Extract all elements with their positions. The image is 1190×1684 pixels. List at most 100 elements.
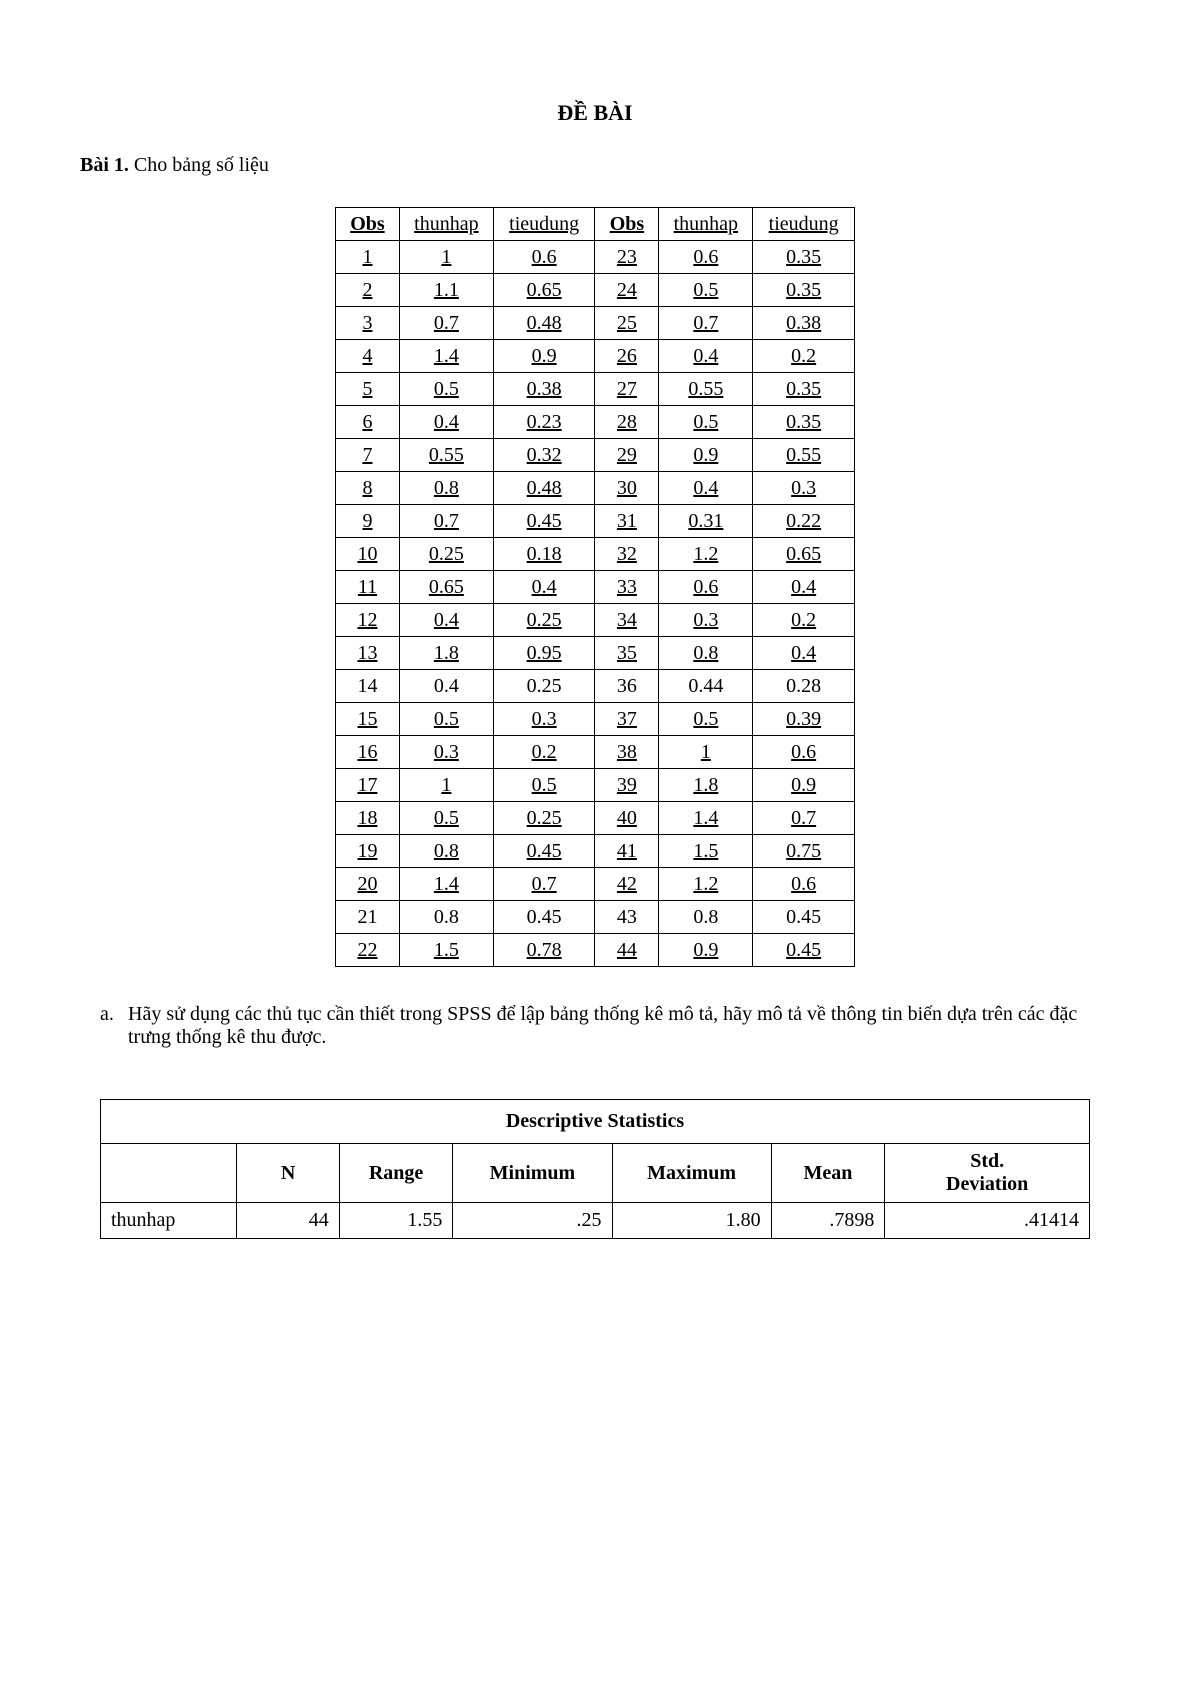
data-cell: 0.8 [399, 472, 493, 505]
table-row: 41.40.9260.40.2 [336, 340, 855, 373]
data-cell: 0.7 [753, 802, 855, 835]
stats-header-cell: Range [339, 1144, 453, 1203]
table-row: 110.650.4330.60.4 [336, 571, 855, 604]
data-cell: 39 [595, 769, 659, 802]
table-row: 21.10.65240.50.35 [336, 274, 855, 307]
stats-header-cell: Std.Deviation [885, 1144, 1090, 1203]
data-cell: 0.6 [493, 241, 595, 274]
page-title: ĐỀ BÀI [80, 100, 1110, 126]
data-cell: 1.8 [659, 769, 753, 802]
data-cell: 0.6 [753, 868, 855, 901]
data-cell: 0.22 [753, 505, 855, 538]
data-cell: 6 [336, 406, 400, 439]
data-cell: 0.25 [493, 604, 595, 637]
data-cell: 1.4 [659, 802, 753, 835]
data-cell: 42 [595, 868, 659, 901]
data-cell: 0.65 [493, 274, 595, 307]
data-cell: 0.3 [659, 604, 753, 637]
table-row: 180.50.25401.40.7 [336, 802, 855, 835]
table-row: 1710.5391.80.9 [336, 769, 855, 802]
stats-header-cell: Minimum [453, 1144, 612, 1203]
data-cell: 0.78 [493, 934, 595, 967]
data-cell: 0.9 [753, 769, 855, 802]
data-cell: 0.5 [659, 703, 753, 736]
data-cell: 29 [595, 439, 659, 472]
data-cell: 9 [336, 505, 400, 538]
descriptive-stats-table: Descriptive Statistics NRangeMinimumMaxi… [100, 1099, 1090, 1239]
data-cell: 0.25 [493, 802, 595, 835]
data-cell: 20 [336, 868, 400, 901]
stats-data-cell: 1.80 [612, 1203, 771, 1239]
data-cell: 0.55 [753, 439, 855, 472]
question-text: Hãy sử dụng các thủ tục cần thiết trong … [128, 1003, 1090, 1049]
data-cell: 0.75 [753, 835, 855, 868]
table-row: 150.50.3370.50.39 [336, 703, 855, 736]
table-row: 100.250.18321.20.65 [336, 538, 855, 571]
data-cell: 1.4 [399, 868, 493, 901]
data-cell: 14 [336, 670, 400, 703]
data-cell: 27 [595, 373, 659, 406]
table-row: 221.50.78440.90.45 [336, 934, 855, 967]
data-cell: 0.18 [493, 538, 595, 571]
question-a: a. Hãy sử dụng các thủ tục cần thiết tro… [100, 1003, 1110, 1049]
data-cell: 0.6 [753, 736, 855, 769]
data-cell: 0.5 [493, 769, 595, 802]
data-cell: 0.4 [399, 670, 493, 703]
stats-header-row: NRangeMinimumMaximumMeanStd.Deviation [101, 1144, 1090, 1203]
data-cell: 0.4 [399, 604, 493, 637]
stats-data-row: thunhap441.55.251.80.7898.41414 [101, 1203, 1090, 1239]
table-row: 80.80.48300.40.3 [336, 472, 855, 505]
data-cell: 0.31 [659, 505, 753, 538]
data-cell: 1 [659, 736, 753, 769]
data-cell: 26 [595, 340, 659, 373]
data-cell: 0.23 [493, 406, 595, 439]
stats-header-cell [101, 1144, 237, 1203]
table-row: 120.40.25340.30.2 [336, 604, 855, 637]
data-cell: 5 [336, 373, 400, 406]
data-cell: 0.2 [493, 736, 595, 769]
data-cell: 38 [595, 736, 659, 769]
data-cell: 0.35 [753, 373, 855, 406]
data-cell: 0.28 [753, 670, 855, 703]
data-cell: 0.6 [659, 571, 753, 604]
data-cell: 0.8 [399, 835, 493, 868]
data-cell: 0.35 [753, 241, 855, 274]
data-cell: 19 [336, 835, 400, 868]
table-row: 140.40.25360.440.28 [336, 670, 855, 703]
data-cell: 34 [595, 604, 659, 637]
data-table-header-cell: tieudung [753, 208, 855, 241]
data-cell: 33 [595, 571, 659, 604]
problem-text: Cho bảng số liệu [129, 154, 269, 176]
data-cell: 43 [595, 901, 659, 934]
data-cell: 18 [336, 802, 400, 835]
data-cell: 0.8 [399, 901, 493, 934]
data-cell: 0.3 [493, 703, 595, 736]
data-cell: 2 [336, 274, 400, 307]
data-cell: 12 [336, 604, 400, 637]
data-cell: 0.44 [659, 670, 753, 703]
data-cell: 3 [336, 307, 400, 340]
problem-label: Bài 1. Cho bảng số liệu [80, 154, 1110, 177]
data-cell: 0.35 [753, 274, 855, 307]
data-cell: 0.4 [753, 637, 855, 670]
data-table: ObsthunhaptieudungObsthunhaptieudung 110… [335, 207, 855, 967]
stats-header-cell: Maximum [612, 1144, 771, 1203]
data-cell: 0.55 [399, 439, 493, 472]
data-cell: 8 [336, 472, 400, 505]
data-cell: 0.5 [659, 274, 753, 307]
data-cell: 10 [336, 538, 400, 571]
stats-data-cell: 44 [237, 1203, 339, 1239]
data-cell: 0.45 [493, 835, 595, 868]
stats-data-cell: .25 [453, 1203, 612, 1239]
data-cell: 36 [595, 670, 659, 703]
data-cell: 0.45 [753, 901, 855, 934]
table-row: 160.30.23810.6 [336, 736, 855, 769]
table-row: 201.40.7421.20.6 [336, 868, 855, 901]
stats-data-cell: .41414 [885, 1203, 1090, 1239]
data-cell: 1.8 [399, 637, 493, 670]
data-cell: 40 [595, 802, 659, 835]
data-cell: 0.55 [659, 373, 753, 406]
data-cell: 1.5 [659, 835, 753, 868]
data-cell: 32 [595, 538, 659, 571]
data-table-header-cell: thunhap [399, 208, 493, 241]
